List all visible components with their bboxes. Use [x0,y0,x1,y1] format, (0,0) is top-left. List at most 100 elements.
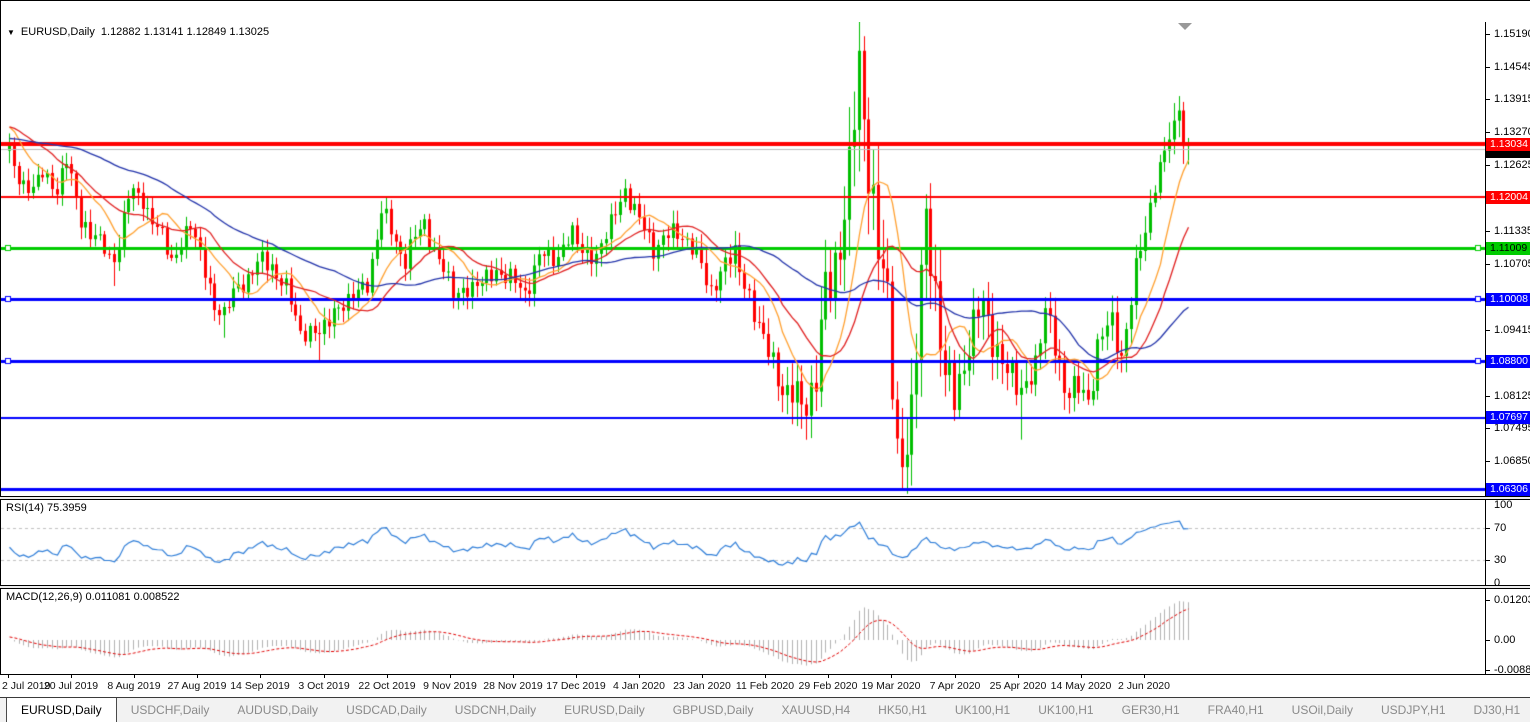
time-axis-label: 14 May 2020 [1050,680,1112,692]
tab-usdchf-daily[interactable]: USDCHF,Daily [130,703,210,717]
price-tick-label: 1.14545 [1494,61,1530,73]
tab-hk50-h1[interactable]: HK50,H1 [878,703,927,717]
macd-tick-label: 0.012031 [1494,594,1530,606]
time-axis-label: 19 Mar 2020 [861,680,921,692]
time-axis-label: 11 Feb 2020 [735,680,795,692]
chart-shift-marker[interactable] [1178,23,1192,30]
time-axis-label: 23 Jan 2020 [673,680,731,692]
time-tick-mark [1081,675,1082,678]
hline-price-label[interactable]: 1.08800 [1486,355,1530,368]
time-tick-mark [576,675,577,678]
price-tick-label: 1.12625 [1494,159,1530,171]
macd-panel-canvas[interactable] [1,589,1485,674]
time-tick-mark [260,675,261,678]
time-tick-mark [828,675,829,678]
time-axis-label: 29 Feb 2020 [798,680,858,692]
time-tick-mark [387,675,388,678]
axis-tick-mark [1486,600,1490,601]
rsi-panel-canvas[interactable] [1,500,1485,585]
axis-tick-mark [1486,670,1490,671]
tab-uk100-h1[interactable]: UK100,H1 [1038,703,1094,717]
axis-tick-mark [1486,132,1490,133]
tab-audusd-daily[interactable]: AUDUSD,Daily [237,703,319,717]
tab-fra40-h1[interactable]: FRA40,H1 [1207,703,1264,717]
hline-price-label[interactable]: 1.11009 [1486,242,1530,255]
time-tick-mark [134,675,135,678]
time-tick-mark [324,675,325,678]
time-tick-mark [8,675,9,678]
time-axis: 2 Jul 2019 20 Jul 2019 8 Aug 2019 27 Aug 20… [0,674,1530,698]
time-axis-label: 4 Jan 2020 [613,680,665,692]
price-chart-canvas[interactable] [1,22,1485,496]
rsi-axis: 100 70 30 0 [1485,499,1530,589]
price-axis: 1.15190 1.14545 1.13915 1.13270 1.12625 1.113… [1485,22,1530,500]
time-tick-mark [955,675,956,678]
price-tick-label: 1.08125 [1494,390,1530,402]
tab-usdcnh-daily[interactable]: USDCNH,Daily [454,703,537,717]
chart-symbol-label: EURUSD,Daily [20,26,95,38]
axis-tick-mark [1486,67,1490,68]
time-tick-mark [1018,675,1019,678]
rsi-tick-label: 70 [1494,522,1507,534]
macd-tick-label: -0.008883 [1494,664,1530,676]
price-tick-label: 1.10705 [1494,258,1530,270]
price-tick-label: 1.13915 [1494,93,1530,105]
tab-usdjpy-h1[interactable]: USDJPY,H1 [1381,703,1446,717]
axis-tick-mark [1486,528,1490,529]
axis-tick-mark [1486,396,1490,397]
macd-label: MACD(12,26,9) 0.011081 0.008522 [6,591,180,603]
hline-price-label[interactable]: 1.06306 [1486,483,1530,496]
rsi-tick-label: 100 [1494,499,1513,511]
axis-tick-mark [1486,264,1490,265]
time-axis-label: 22 Oct 2019 [358,680,416,692]
price-tick-label: 1.15190 [1494,28,1530,40]
time-tick-mark [702,675,703,678]
tab-eurusd-daily[interactable]: EURUSD,Daily [6,698,117,722]
time-tick-mark [891,675,892,678]
time-axis-label: 20 Jul 2019 [43,680,99,692]
tab-eurusd-daily[interactable]: EURUSD,Daily [564,703,645,717]
panel-splitter[interactable] [0,585,1530,589]
tab-dj30-h1[interactable]: DJ30,H1 [1473,703,1521,717]
time-tick-mark [513,675,514,678]
time-tick-mark [1144,675,1145,678]
axis-tick-mark [1486,231,1490,232]
price-tick-label: 1.13270 [1494,126,1530,138]
axis-tick-mark [1486,461,1490,462]
price-tick-label: 1.11335 [1494,225,1530,237]
time-axis-label: 28 Nov 2019 [483,680,543,692]
time-axis-label: 2 Jul 2019 [2,680,51,692]
time-axis-label: 14 Sep 2019 [230,680,290,692]
tab-ger30-h1[interactable]: GER30,H1 [1121,703,1180,717]
time-axis-label: 9 Nov 2019 [423,680,477,692]
chart-ohlc-label: 1.12882 1.13141 1.12849 1.13025 [100,26,270,38]
axis-tick-mark [1486,428,1490,429]
tab-usdcad-daily[interactable]: USDCAD,Daily [346,703,427,717]
tab-uk100-h1[interactable]: UK100,H1 [954,703,1011,717]
tab-usoil-daily[interactable]: USOil,Daily [1291,703,1354,717]
price-tick-label: 1.07495 [1494,422,1530,434]
macd-axis: 0.012031 0.00 -0.008883 [1485,589,1530,676]
time-axis-label: 7 Apr 2020 [929,680,981,692]
time-axis-label: 3 Oct 2019 [298,680,350,692]
time-axis-label: 2 Jun 2020 [1118,680,1170,692]
rsi-label: RSI(14) 75.3959 [6,502,87,514]
price-tick-label: 1.09415 [1494,324,1530,336]
time-tick-mark [639,675,640,678]
hline-price-label[interactable]: 1.10008 [1486,293,1530,306]
axis-tick-mark [1486,99,1490,100]
panel-splitter[interactable] [0,496,1530,500]
time-axis-label: 27 Aug 2019 [167,680,227,692]
time-axis-label: 25 Apr 2020 [989,680,1047,692]
chevron-down-icon[interactable]: ▼ [7,27,15,37]
time-tick-mark [450,675,451,678]
time-tick-mark [71,675,72,678]
chart-title[interactable]: ▼ EURUSD,Daily 1.12882 1.13141 1.12849 1… [7,26,269,38]
tab-gbpusd-daily[interactable]: GBPUSD,Daily [672,703,754,717]
hline-price-label[interactable]: 1.13034 [1486,138,1530,151]
axis-tick-mark [1486,640,1490,641]
hline-price-label[interactable]: 1.07697 [1486,411,1530,424]
hline-price-label[interactable]: 1.12004 [1486,191,1530,204]
tab-xauusd-h4[interactable]: XAUUSD,H4 [781,703,851,717]
